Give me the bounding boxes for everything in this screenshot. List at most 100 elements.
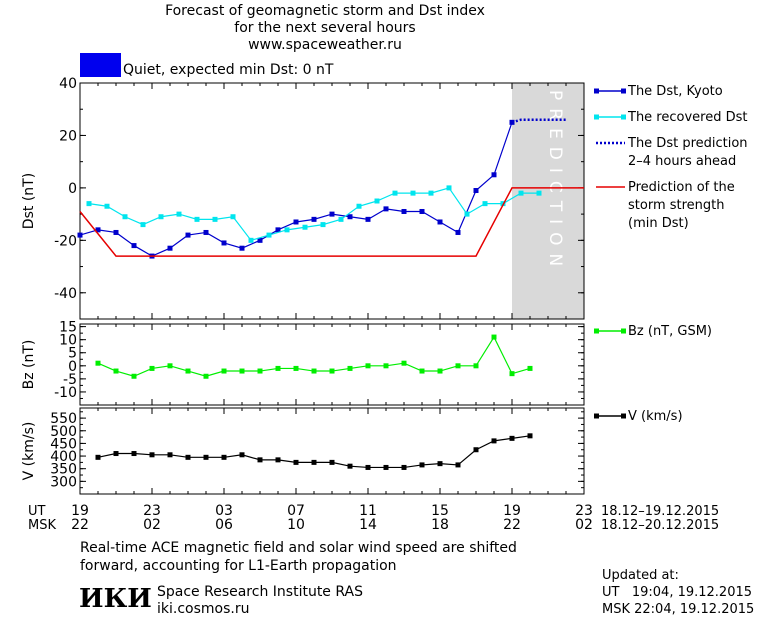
y-tick-label-dst: -40 <box>54 286 77 302</box>
data-point-bz <box>257 368 263 374</box>
x-axis-ut-label: UT <box>28 504 46 519</box>
x-tick-label-ut: 07 <box>287 503 305 519</box>
data-point-dst-kyoto <box>95 227 101 233</box>
data-point-bz <box>167 363 173 369</box>
data-point-dst-recovered <box>86 201 92 207</box>
data-point-v <box>491 438 497 444</box>
data-point-bz <box>239 368 245 374</box>
data-point-dst-recovered <box>536 190 542 196</box>
data-point-dst-recovered <box>338 216 344 222</box>
data-point-dst-recovered <box>158 214 164 220</box>
institute-website-link[interactable]: iki.cosmos.ru <box>157 601 250 617</box>
data-point-dst-recovered <box>320 222 326 228</box>
x-tick-label-msk: 14 <box>359 517 377 533</box>
y-tick-label-dst: 40 <box>59 76 77 92</box>
data-point-v <box>509 435 515 441</box>
x-tick-label-ut: 23 <box>143 503 161 519</box>
legend-marker <box>621 114 626 120</box>
y-tick-label-bz: 10 <box>59 333 77 349</box>
y-tick-label-v: 550 <box>50 411 77 427</box>
footer-note-line-2: forward, accounting for L1-Earth propaga… <box>80 558 397 574</box>
x-tick-label-ut: 19 <box>503 503 521 519</box>
page-title-link[interactable]: www.spaceweather.ru <box>248 37 402 53</box>
data-point-v <box>203 454 209 460</box>
legend-marker <box>621 328 626 334</box>
data-point-dst-kyoto <box>257 237 263 243</box>
iki-logo: ИКИ <box>79 584 152 614</box>
legend-label-0: The Dst, Kyoto <box>627 84 723 99</box>
x-tick-label-msk: 10 <box>287 517 305 533</box>
panel-frame-bz <box>79 323 585 406</box>
updated-msk: MSK 22:04, 19.12.2015 <box>602 602 755 617</box>
data-point-bz <box>383 363 389 369</box>
x-tick-label-msk: 22 <box>71 517 89 533</box>
y-axis-label-dst: Dst (nT) <box>21 173 37 229</box>
data-point-v <box>527 433 533 439</box>
data-point-bz <box>437 368 443 374</box>
x-tick-label-ut: 19 <box>71 503 89 519</box>
legend-marker <box>594 88 599 94</box>
legend-marker <box>594 114 599 120</box>
data-point-dst-recovered <box>176 211 182 217</box>
x-tick-label-msk: 02 <box>575 517 593 533</box>
data-point-bz <box>365 363 371 369</box>
prediction-band <box>512 83 584 319</box>
y-tick-label-bz: -5 <box>63 372 77 388</box>
data-point-dst-kyoto <box>221 240 227 246</box>
data-point-v <box>455 462 461 468</box>
data-point-dst-kyoto <box>131 243 137 249</box>
y-tick-label-bz: 0 <box>68 359 77 375</box>
y-tick-label-bz: 5 <box>68 346 77 362</box>
data-point-dst-recovered <box>302 224 308 230</box>
data-point-v <box>365 464 371 470</box>
data-point-dst-recovered <box>194 216 200 222</box>
footer-note-line-1: Real-time ACE magnetic field and solar w… <box>80 540 517 556</box>
data-point-v <box>329 459 335 465</box>
data-point-dst-recovered <box>518 190 524 196</box>
data-point-dst-recovered <box>464 211 470 217</box>
data-point-dst-kyoto <box>203 229 209 235</box>
data-point-dst-recovered <box>410 190 416 196</box>
legend-label-4: Bz (nT, GSM) <box>628 324 712 339</box>
data-point-dst-recovered <box>230 214 236 220</box>
data-point-dst-kyoto <box>437 219 443 225</box>
data-point-dst-kyoto <box>455 229 461 235</box>
data-point-v <box>239 452 245 458</box>
data-point-v <box>185 454 191 460</box>
y-tick-label-v: 300 <box>50 474 77 490</box>
page-title-line-1: Forecast of geomagnetic storm and Dst in… <box>165 3 485 19</box>
legend-label-3: storm strength <box>628 198 725 213</box>
x-tick-label-msk: 22 <box>503 517 521 533</box>
series-line-minimum-prediction <box>79 187 584 257</box>
data-point-dst-recovered <box>428 190 434 196</box>
data-point-dst-recovered <box>248 237 254 243</box>
data-point-bz <box>275 365 281 371</box>
legend-marker <box>594 413 599 419</box>
data-point-dst-kyoto <box>383 206 389 212</box>
series-line-dst-recovered <box>88 187 539 242</box>
x-tick-label-ut: 15 <box>431 503 449 519</box>
prediction-label: PREDICTION <box>545 90 565 274</box>
data-point-dst-recovered <box>374 198 380 204</box>
data-point-bz <box>347 365 353 371</box>
data-point-dst-kyoto <box>311 216 317 222</box>
status-color-swatch <box>80 53 121 77</box>
data-point-bz <box>509 371 515 377</box>
x-tick-label-msk: 18 <box>431 517 449 533</box>
data-point-dst-kyoto <box>185 232 191 238</box>
legend-marker <box>621 413 626 419</box>
data-point-bz <box>113 368 119 374</box>
data-point-dst-kyoto <box>365 216 371 222</box>
data-point-bz <box>203 373 209 379</box>
data-point-v <box>275 457 281 463</box>
data-point-bz <box>311 368 317 374</box>
data-point-v <box>473 447 479 453</box>
x-tick-label-ut: 11 <box>359 503 377 519</box>
data-point-dst-kyoto <box>239 245 245 251</box>
panel-frame-v <box>79 407 585 495</box>
legend-label-3: (min Dst) <box>628 216 689 231</box>
data-point-bz <box>293 365 299 371</box>
legend-label-3: Prediction of the <box>628 180 735 195</box>
y-axis-label-bz: Bz (nT) <box>21 340 37 390</box>
